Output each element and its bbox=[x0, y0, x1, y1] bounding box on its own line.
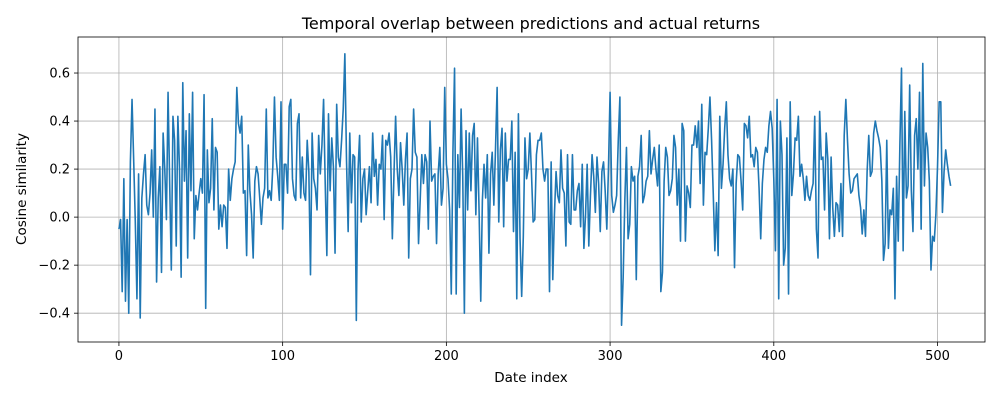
chart-title: Temporal overlap between predictions and… bbox=[301, 14, 760, 33]
x-tick-label: 500 bbox=[925, 349, 950, 364]
x-axis-label: Date index bbox=[494, 370, 568, 386]
y-tick-label: 0.2 bbox=[49, 163, 70, 178]
y-tick-label: 0.0 bbox=[49, 211, 70, 226]
x-tick-label: 300 bbox=[598, 349, 623, 364]
x-tick-label: 100 bbox=[270, 349, 295, 364]
plot-area-frame bbox=[77, 36, 986, 343]
x-tick-label: 200 bbox=[434, 349, 459, 364]
y-tick-label: −0.4 bbox=[38, 307, 70, 322]
y-tick-label: −0.2 bbox=[38, 259, 70, 274]
x-axis-ticks: 0 100 200 300 400 500 bbox=[115, 342, 950, 364]
y-tick-label: 0.6 bbox=[49, 67, 70, 82]
series-line bbox=[118, 53, 952, 326]
x-tick-label: 0 bbox=[115, 349, 123, 364]
x-tick-label: 400 bbox=[761, 349, 786, 364]
y-tick-label: 0.4 bbox=[49, 115, 70, 130]
series-layer bbox=[118, 53, 952, 326]
y-axis-label: Cosine similarity bbox=[14, 133, 30, 245]
y-axis-ticks: −0.4 −0.2 0.0 0.2 0.4 0.6 bbox=[38, 67, 78, 322]
